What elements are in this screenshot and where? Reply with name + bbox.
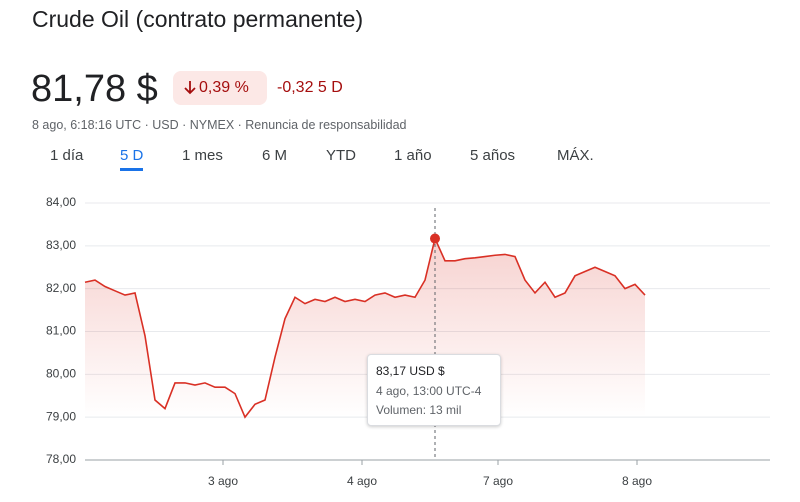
y-tick-label: 84,00 xyxy=(46,195,76,209)
y-tick-label: 81,00 xyxy=(46,324,76,338)
disclaimer-link[interactable]: Renuncia de responsabilidad xyxy=(245,118,407,132)
x-tick-label: 4 ago xyxy=(347,474,377,488)
meta-text: 8 ago, 6:18:16 UTC · USD · NYMEX · xyxy=(32,118,246,132)
range-tab[interactable]: 1 día xyxy=(50,147,84,164)
x-tick-label: 7 ago xyxy=(483,474,513,488)
down-arrow xyxy=(184,81,196,95)
y-tick-label: 79,00 xyxy=(46,409,76,423)
y-tick-label: 80,00 xyxy=(46,367,76,381)
y-tick-label: 83,00 xyxy=(46,238,76,252)
change: -0,32 5 D xyxy=(277,79,343,97)
y-tick-label: 78,00 xyxy=(46,452,76,466)
range-tab[interactable]: 6 M xyxy=(262,147,288,164)
change-badge: 0,39 % xyxy=(173,71,267,105)
change-pct: 0,39 % xyxy=(199,79,249,96)
range-tab[interactable]: 1 año xyxy=(394,147,432,164)
hover-point xyxy=(430,233,440,244)
meta: 8 ago, 6:18:16 UTC · USD · NYMEX · Renun… xyxy=(32,118,407,132)
price: 81,78 $ xyxy=(31,68,158,110)
range-tab[interactable]: 5 años xyxy=(470,147,516,164)
tooltip-time: 4 ago, 13:00 UTC-4 xyxy=(376,384,482,398)
range-tab[interactable]: 1 mes xyxy=(182,147,223,164)
change-period: 5 D xyxy=(317,79,343,96)
price-line xyxy=(84,236,646,419)
tooltip-volume: Volumen: 13 mil xyxy=(376,403,462,417)
change-value: -0,32 xyxy=(277,79,314,96)
range-tab[interactable]: 5 D xyxy=(120,147,144,171)
range-tab[interactable]: MÁX. xyxy=(557,147,594,164)
x-tick-label: 8 ago xyxy=(622,474,652,488)
title: Crude Oil (contrato permanente) xyxy=(32,6,364,32)
x-tick-label: 3 ago xyxy=(208,474,238,488)
tooltip-price: 83,17 USD $ xyxy=(376,364,445,378)
range-tab[interactable]: YTD xyxy=(326,147,356,164)
y-tick-label: 82,00 xyxy=(46,281,76,295)
area xyxy=(85,238,645,418)
tooltip: 83,17 USD $ 4 ago, 13:00 UTC-4 Volumen: … xyxy=(367,354,501,426)
